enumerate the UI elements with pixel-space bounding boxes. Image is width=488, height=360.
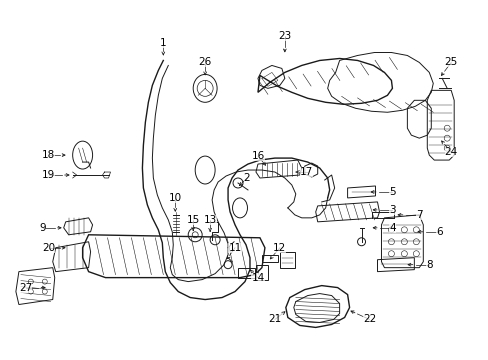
Text: 4: 4: [388, 223, 395, 233]
Text: 27: 27: [19, 283, 32, 293]
Text: 17: 17: [300, 167, 313, 177]
Text: 8: 8: [425, 260, 432, 270]
Text: 16: 16: [251, 151, 264, 161]
Text: 6: 6: [435, 227, 442, 237]
Text: 12: 12: [273, 243, 286, 253]
Text: 14: 14: [251, 273, 264, 283]
Text: 9: 9: [40, 223, 46, 233]
Text: 7: 7: [415, 210, 422, 220]
Text: 2: 2: [243, 173, 250, 183]
Text: 10: 10: [168, 193, 182, 203]
Text: 5: 5: [388, 187, 395, 197]
Text: 11: 11: [228, 243, 241, 253]
Text: 25: 25: [444, 58, 457, 67]
Text: 19: 19: [42, 170, 55, 180]
Text: 24: 24: [444, 147, 457, 157]
Text: 23: 23: [278, 31, 291, 41]
Text: 1: 1: [160, 37, 166, 48]
Text: 21: 21: [268, 314, 281, 324]
Text: 15: 15: [186, 215, 200, 225]
Text: 20: 20: [42, 243, 55, 253]
Text: 18: 18: [42, 150, 55, 160]
Text: 26: 26: [198, 58, 211, 67]
Text: 3: 3: [388, 205, 395, 215]
Text: 13: 13: [203, 215, 216, 225]
Text: 22: 22: [362, 314, 375, 324]
